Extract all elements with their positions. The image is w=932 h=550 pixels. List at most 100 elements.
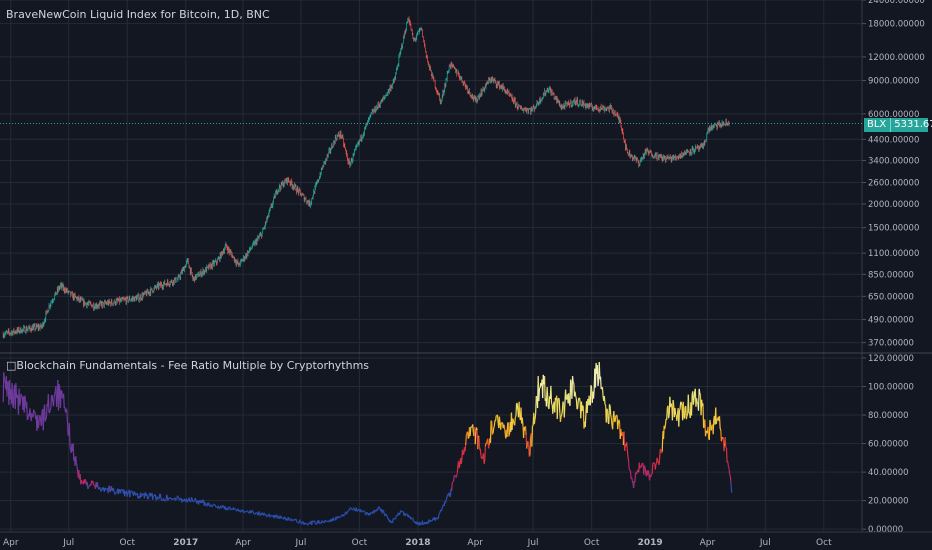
fee-ratio-segment [189, 500, 191, 503]
fee-ratio-segment [627, 456, 630, 461]
x-tick-label: Oct [816, 538, 832, 548]
fee-ratio-segment [620, 428, 623, 436]
fee-ratio-segment [191, 498, 194, 502]
y-tick-label: 80.00000 [868, 411, 909, 421]
fee-ratio-segment [685, 415, 688, 420]
fee-ratio-segment [561, 410, 563, 416]
fee-ratio-segment [271, 515, 274, 517]
fee-ratio-segment [475, 427, 478, 431]
fee-ratio-segment [267, 514, 269, 516]
fee-ratio-segment [49, 406, 52, 411]
fee-ratio-line[interactable] [2, 362, 733, 526]
fee-ratio-segment [92, 480, 95, 485]
fee-ratio-segment [107, 486, 110, 494]
fee-ratio-segment [515, 403, 518, 417]
fee-ratio-segment [480, 455, 483, 459]
fee-ratio-segment [518, 401, 521, 417]
fee-ratio-segment [307, 522, 310, 525]
fee-ratio-segment [397, 512, 400, 515]
fee-ratio-segment [697, 388, 700, 411]
fee-ratio-segment [342, 514, 345, 517]
fee-ratio-segment [680, 401, 682, 403]
fee-ratio-segment [659, 448, 662, 452]
fee-ratio-segment [558, 397, 560, 400]
fee-ratio-segment [154, 494, 157, 499]
fee-ratio-segment [465, 433, 468, 436]
fee-ratio-segment [36, 414, 39, 429]
fee-ratio-segment [575, 396, 577, 399]
fee-ratio-segment [258, 511, 261, 514]
fee-ratio-segment [256, 512, 259, 515]
fee-ratio-segment [229, 506, 231, 510]
fee-ratio-segment [164, 500, 167, 502]
fee-ratio-segment [40, 412, 43, 427]
fee-ratio-segment [412, 517, 415, 522]
fee-ratio-segment [210, 504, 213, 507]
fee-ratio-segment [295, 518, 297, 521]
fee-ratio-segment [672, 400, 675, 405]
fee-ratio-segment [483, 460, 486, 464]
fee-ratio-segment [150, 494, 152, 497]
fee-ratio-segment [572, 382, 575, 384]
fee-ratio-segment [655, 463, 658, 465]
fee-ratio-segment [477, 435, 480, 438]
fee-ratio-segment [477, 435, 479, 450]
fee-ratio-segment [466, 431, 469, 439]
fee-ratio-segment [664, 418, 667, 426]
fee-ratio-segment [577, 400, 579, 409]
fee-ratio-segment [301, 522, 303, 525]
fee-ratio-segment [599, 376, 602, 389]
fee-ratio-segment [441, 506, 444, 509]
indicator-title: □Blockchain Fundamentals - Fee Ratio Mul… [6, 359, 370, 372]
fee-ratio-segment [578, 397, 581, 403]
fee-ratio-segment [437, 518, 439, 520]
fee-ratio-segment [391, 518, 394, 523]
fee-ratio-segment [181, 499, 184, 503]
fee-ratio-segment [486, 439, 488, 444]
fee-ratio-segment [282, 517, 284, 519]
fee-ratio-segment [353, 508, 356, 511]
fee-ratio-segment [158, 494, 161, 499]
fee-ratio-segment [295, 520, 298, 523]
y-tick-label: 20.00000 [868, 497, 909, 507]
price-candles[interactable] [2, 16, 730, 339]
fee-ratio-segment [503, 424, 506, 428]
fee-ratio-segment [196, 501, 198, 504]
fee-ratio-segment [464, 444, 467, 452]
fee-ratio-segment [702, 403, 705, 428]
x-tick-label: Apr [467, 538, 483, 548]
fee-ratio-segment [311, 520, 314, 523]
fee-ratio-segment [514, 417, 516, 426]
fee-ratio-segment [246, 510, 249, 513]
fee-ratio-segment [61, 390, 63, 399]
y-tick-label: 370.00000 [868, 339, 914, 349]
fee-ratio-segment [496, 414, 499, 424]
fee-ratio-segment [472, 424, 474, 432]
fee-ratio-segment [324, 519, 327, 522]
fee-ratio-segment [194, 497, 197, 501]
fee-ratio-segment [304, 522, 307, 525]
fee-ratio-segment [626, 442, 628, 449]
fee-ratio-segment [628, 468, 631, 471]
fee-ratio-segment [238, 509, 241, 512]
fee-ratio-segment [527, 441, 530, 448]
fee-ratio-segment [234, 508, 236, 510]
fee-ratio-segment [129, 492, 132, 498]
fee-ratio-segment [321, 520, 324, 523]
fee-ratio-segment [383, 510, 385, 514]
fee-ratio-segment [512, 420, 515, 424]
y-tick-label: 1500.00000 [868, 224, 919, 234]
fee-ratio-segment [178, 499, 181, 501]
fee-ratio-segment [366, 511, 369, 514]
fee-ratio-segment [652, 462, 655, 464]
fee-ratio-segment [175, 498, 177, 501]
fee-ratio-segment [89, 484, 91, 486]
fee-ratio-segment [265, 514, 268, 517]
fee-ratio-segment [590, 385, 593, 389]
fee-ratio-segment [657, 460, 659, 463]
fee-ratio-segment [592, 389, 595, 399]
fee-ratio-segment [574, 391, 577, 397]
fee-ratio-segment [119, 490, 122, 494]
